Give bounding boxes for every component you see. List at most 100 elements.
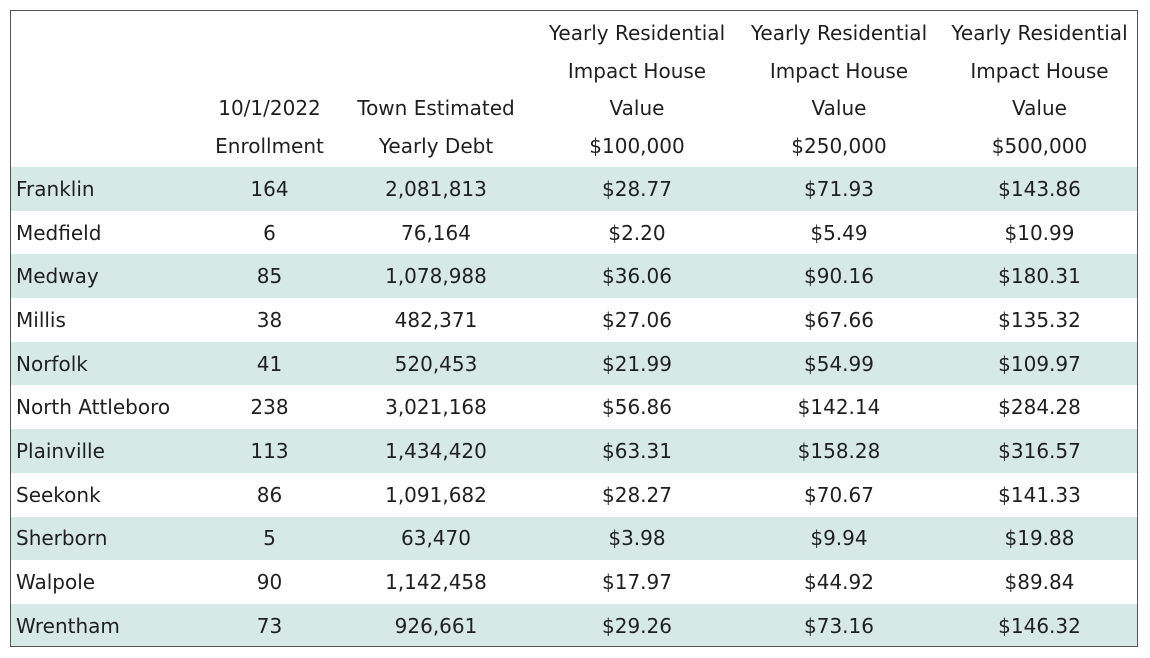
- table-row: Plainville 113 1,434,420 $63.31 $158.28 $316.…: [11, 429, 1137, 473]
- table-row: Sherborn 5 63,470 $3.98 $9.94 $19.88: [11, 516, 1137, 561]
- impact-100k-cell: $21.99: [536, 341, 738, 386]
- table-row: Wrentham 73 926,661 $29.26 $73.16 $146.32: [11, 603, 1137, 646]
- town-name-cell: Millis: [11, 298, 203, 342]
- impact-500k-cell: $135.32: [940, 298, 1137, 342]
- enrollment-cell: 113: [203, 429, 336, 473]
- enrollment-cell: 5: [203, 516, 336, 561]
- table-body: Franklin 164 2,081,813 $28.77 $71.93 $143.86 M…: [11, 167, 1137, 646]
- yearly-debt-cell: 1,091,682: [336, 472, 536, 517]
- header-line: Yearly Residential: [548, 21, 726, 45]
- town-name-cell: Plainville: [11, 429, 203, 473]
- table-row: Medway 85 1,078,988 $36.06 $90.16 $180.31: [11, 254, 1137, 299]
- impact-100k-cell: $63.31: [536, 429, 738, 473]
- town-name-cell: Wrentham: [11, 603, 203, 646]
- impact-500k-cell: $141.33: [940, 472, 1137, 517]
- table-row: Franklin 164 2,081,813 $28.77 $71.93 $143.86: [11, 167, 1137, 211]
- table-row: Medfield 6 76,164 $2.20 $5.49 $10.99: [11, 210, 1137, 255]
- header-line: Value: [609, 96, 665, 120]
- yearly-debt-cell: 76,164: [336, 210, 536, 255]
- header-impact-100k: Yearly Residential Impact House Value $100,…: [536, 11, 738, 167]
- header-line: Yearly Residential: [951, 21, 1128, 45]
- town-name-cell: Seekonk: [11, 472, 203, 517]
- header-enrollment: 10/1/2022 Enrollment: [203, 11, 336, 167]
- header-line: Town Estimated: [357, 96, 515, 120]
- enrollment-cell: 90: [203, 560, 336, 604]
- impact-250k-cell: $5.49: [738, 210, 940, 255]
- enrollment-cell: 164: [203, 167, 336, 211]
- impact-100k-cell: $17.97: [536, 560, 738, 604]
- yearly-debt-cell: 1,434,420: [336, 429, 536, 473]
- town-name-cell: Walpole: [11, 560, 203, 604]
- yearly-debt-cell: 926,661: [336, 603, 536, 646]
- yearly-debt-cell: 520,453: [336, 341, 536, 386]
- town-name-cell: Sherborn: [11, 516, 203, 561]
- header-line: Enrollment: [215, 133, 324, 158]
- town-name-cell: North Attleboro: [11, 385, 203, 430]
- impact-100k-cell: $36.06: [536, 254, 738, 299]
- header-impact-250k: Yearly Residential Impact House Value $250,…: [738, 11, 940, 167]
- impact-250k-cell: $70.67: [738, 472, 940, 517]
- enrollment-cell: 38: [203, 298, 336, 342]
- impact-500k-cell: $19.88: [940, 516, 1137, 561]
- impact-250k-cell: $90.16: [738, 254, 940, 299]
- impact-250k-cell: $67.66: [738, 298, 940, 342]
- impact-250k-cell: $9.94: [738, 516, 940, 561]
- enrollment-cell: 73: [203, 603, 336, 646]
- header-line: Yearly Residential: [750, 21, 928, 45]
- impact-100k-cell: $56.86: [536, 385, 738, 430]
- town-name-cell: Medway: [11, 254, 203, 299]
- impact-500k-cell: $109.97: [940, 341, 1137, 386]
- header-line: $500,000: [991, 133, 1088, 158]
- yearly-debt-cell: 2,081,813: [336, 167, 536, 211]
- yearly-debt-cell: 1,142,458: [336, 560, 536, 604]
- impact-500k-cell: $143.86: [940, 167, 1137, 211]
- header-line: Impact House: [769, 58, 909, 83]
- impact-100k-cell: $28.27: [536, 472, 738, 517]
- debt-impact-table: 10/1/2022 Enrollment Town Estimated Yearly …: [11, 11, 1137, 646]
- enrollment-cell: 85: [203, 254, 336, 299]
- header-impact-500k: Yearly Residential Impact House Value $500,…: [940, 11, 1137, 167]
- header-line: Impact House: [567, 58, 707, 83]
- header-line: Impact House: [970, 58, 1109, 83]
- header-line: $250,000: [791, 133, 887, 158]
- table-row: Norfolk 41 520,453 $21.99 $54.99 $109.97: [11, 341, 1137, 386]
- impact-100k-cell: $29.26: [536, 603, 738, 646]
- yearly-debt-cell: 63,470: [336, 516, 536, 561]
- header-town: [11, 11, 203, 167]
- impact-100k-cell: $27.06: [536, 298, 738, 342]
- header-line: Value: [1012, 96, 1067, 120]
- table-row: North Attleboro 238 3,021,168 $56.86 $142.14…: [11, 385, 1137, 430]
- impact-500k-cell: $89.84: [940, 560, 1137, 604]
- header-line: Yearly Debt: [378, 133, 494, 158]
- impact-100k-cell: $3.98: [536, 516, 738, 561]
- impact-250k-cell: $44.92: [738, 560, 940, 604]
- table-row: Seekonk 86 1,091,682 $28.27 $70.67 $141.33: [11, 472, 1137, 517]
- enrollment-cell: 238: [203, 385, 336, 430]
- impact-250k-cell: $71.93: [738, 167, 940, 211]
- town-name-cell: Medfield: [11, 210, 203, 255]
- enrollment-cell: 41: [203, 341, 336, 386]
- yearly-debt-cell: 1,078,988: [336, 254, 536, 299]
- impact-250k-cell: $54.99: [738, 341, 940, 386]
- town-name-cell: Franklin: [11, 167, 203, 211]
- impact-100k-cell: $28.77: [536, 167, 738, 211]
- impact-500k-cell: $180.31: [940, 254, 1137, 299]
- yearly-debt-cell: 482,371: [336, 298, 536, 342]
- impact-500k-cell: $10.99: [940, 210, 1137, 255]
- table-row: Millis 38 482,371 $27.06 $67.66 $135.32: [11, 298, 1137, 342]
- impact-250k-cell: $73.16: [738, 603, 940, 646]
- table-header: 10/1/2022 Enrollment Town Estimated Yearly …: [11, 11, 1137, 167]
- impact-250k-cell: $142.14: [738, 385, 940, 430]
- impact-500k-cell: $284.28: [940, 385, 1137, 430]
- town-name-cell: Norfolk: [11, 341, 203, 386]
- yearly-debt-cell: 3,021,168: [336, 385, 536, 430]
- impact-100k-cell: $2.20: [536, 210, 738, 255]
- header-line: Value: [811, 96, 867, 120]
- header-line: 10/1/2022: [218, 96, 321, 120]
- enrollment-cell: 6: [203, 210, 336, 255]
- impact-500k-cell: $316.57: [940, 429, 1137, 473]
- debt-impact-table-frame: 10/1/2022 Enrollment Town Estimated Yearly …: [10, 10, 1138, 647]
- impact-250k-cell: $158.28: [738, 429, 940, 473]
- table-row: Walpole 90 1,142,458 $17.97 $44.92 $89.84: [11, 560, 1137, 604]
- header-line: $100,000: [589, 133, 685, 158]
